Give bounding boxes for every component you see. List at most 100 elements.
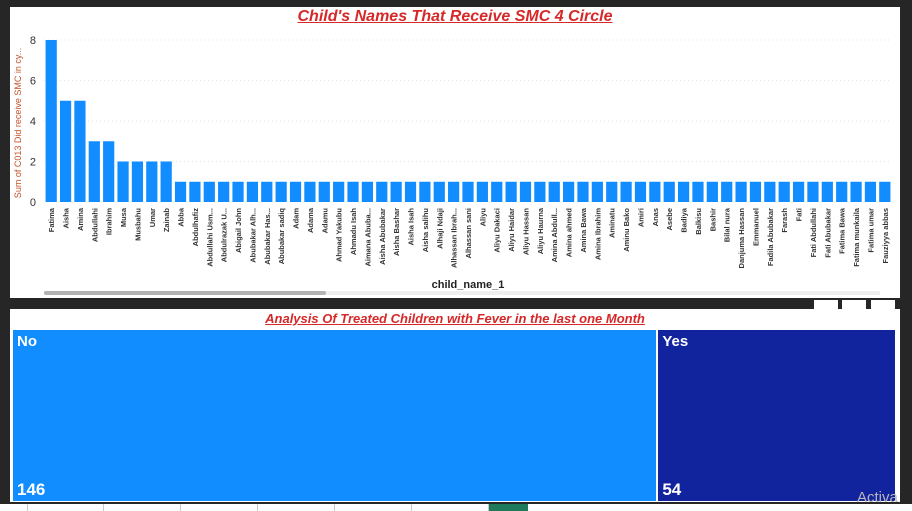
focus-mode-icon[interactable]	[842, 300, 866, 309]
x-tick-label: Emmanuel	[751, 208, 760, 246]
page-tab[interactable]	[258, 504, 335, 511]
bar[interactable]	[620, 181, 632, 202]
bar[interactable]	[476, 181, 488, 202]
bar[interactable]	[548, 181, 560, 202]
page-tab-active[interactable]	[489, 504, 528, 511]
bar[interactable]	[318, 181, 330, 202]
bar[interactable]	[792, 181, 805, 202]
bar[interactable]	[649, 181, 661, 202]
bar[interactable]	[275, 181, 287, 202]
bar[interactable]	[462, 181, 474, 202]
x-tick-label: Ibrahim	[105, 208, 114, 235]
x-tick-label: Abdulhafiz	[191, 208, 200, 247]
bar[interactable]	[390, 181, 402, 202]
bar[interactable]	[606, 181, 618, 202]
bar[interactable]	[563, 181, 575, 202]
bar[interactable]	[821, 181, 833, 202]
filter-icon[interactable]	[814, 300, 838, 309]
bar[interactable]	[333, 181, 345, 202]
scrollbar-thumb[interactable]	[44, 291, 326, 295]
x-tick-label: Bilal nura	[723, 207, 732, 242]
bar[interactable]	[749, 181, 762, 202]
x-tick-label: Ahmadu Isah	[349, 208, 358, 256]
x-tick-label: Amina	[76, 207, 85, 231]
x-tick-label: Abdullahi	[90, 208, 99, 242]
x-tick-label: Aliyu Hassan	[521, 208, 530, 256]
bar[interactable]	[174, 181, 187, 202]
bar[interactable]	[131, 161, 144, 203]
bar[interactable]	[88, 141, 100, 202]
bar[interactable]	[246, 181, 259, 202]
bar[interactable]	[534, 181, 546, 202]
bar[interactable]	[836, 181, 848, 202]
treemap-tile-no[interactable]: No 146	[12, 329, 658, 502]
bar[interactable]	[634, 181, 647, 202]
page-tab[interactable]	[104, 504, 181, 511]
bar[interactable]	[160, 161, 172, 203]
x-tick-label: Balkisu	[694, 208, 703, 235]
x-tick-label: Fati Abubakar	[823, 208, 832, 258]
bar[interactable]	[706, 181, 718, 202]
treemap-visual[interactable]: Analysis Of Treated Children with Fever …	[10, 309, 900, 502]
bar[interactable]	[448, 181, 460, 202]
bar[interactable]	[347, 181, 359, 202]
bar[interactable]	[864, 181, 877, 202]
bar[interactable]	[376, 181, 388, 202]
page-tab[interactable]	[28, 504, 104, 511]
bar-chart-visual[interactable]: Child's Names That Receive SMC 4 Circle …	[10, 7, 900, 298]
bar[interactable]	[505, 181, 517, 202]
x-tick-label: Fauziyya abbas	[881, 208, 890, 263]
bar[interactable]	[491, 181, 503, 202]
bar[interactable]	[203, 181, 215, 202]
bar[interactable]	[807, 181, 819, 202]
bar[interactable]	[721, 181, 733, 202]
bar[interactable]	[433, 181, 445, 202]
page-tab[interactable]	[0, 504, 28, 511]
bar[interactable]	[519, 181, 532, 202]
bar[interactable]	[218, 181, 230, 202]
x-tick-label: Amina Ibrahim	[593, 208, 602, 260]
bar[interactable]	[850, 181, 862, 202]
bar[interactable]	[778, 181, 790, 202]
bar[interactable]	[261, 181, 273, 202]
bar[interactable]	[59, 100, 72, 202]
x-tick-label: Aisha	[62, 207, 71, 228]
page-tab[interactable]	[181, 504, 258, 511]
bar[interactable]	[879, 181, 891, 202]
bar[interactable]	[189, 181, 201, 202]
bar[interactable]	[663, 181, 675, 202]
x-tick-label: Farash	[780, 208, 789, 233]
bar[interactable]	[304, 181, 316, 202]
bar[interactable]	[404, 181, 417, 202]
bar[interactable]	[232, 181, 244, 202]
bar[interactable]	[677, 181, 690, 202]
treemap-tile-yes[interactable]: Yes 54	[657, 329, 896, 502]
bar[interactable]	[692, 181, 704, 202]
horizontal-scrollbar[interactable]	[44, 291, 880, 295]
bar[interactable]	[289, 181, 302, 202]
more-options-icon[interactable]	[871, 300, 895, 309]
page-tab[interactable]	[412, 504, 489, 511]
bar[interactable]	[419, 181, 431, 202]
bar[interactable]	[45, 40, 57, 202]
bar[interactable]	[764, 181, 776, 202]
bar[interactable]	[735, 181, 747, 202]
bar[interactable]	[361, 181, 373, 202]
treemap-tile-label: Yes	[662, 333, 689, 350]
bar[interactable]	[103, 141, 115, 202]
x-tick-label: Aminu Bako	[622, 208, 631, 252]
x-tick-label: Aisha Isah	[407, 208, 416, 246]
treemap-area: No 146 Yes 54	[12, 329, 896, 502]
x-tick-label: Aliyu Haurna	[536, 207, 545, 254]
bar[interactable]	[117, 161, 129, 203]
x-tick-label: Ahmad Yakubu	[335, 208, 344, 262]
x-tick-label: Abdullahi Usm...	[205, 208, 214, 267]
x-tick-label: Fatima Bawa	[838, 207, 847, 254]
bar[interactable]	[74, 100, 86, 202]
bar[interactable]	[146, 161, 158, 203]
activation-watermark: Activa	[857, 489, 898, 506]
bar[interactable]	[591, 181, 603, 202]
page-tab[interactable]	[335, 504, 412, 511]
bar[interactable]	[577, 181, 589, 202]
x-tick-label: Amina Abdull...	[550, 208, 559, 262]
